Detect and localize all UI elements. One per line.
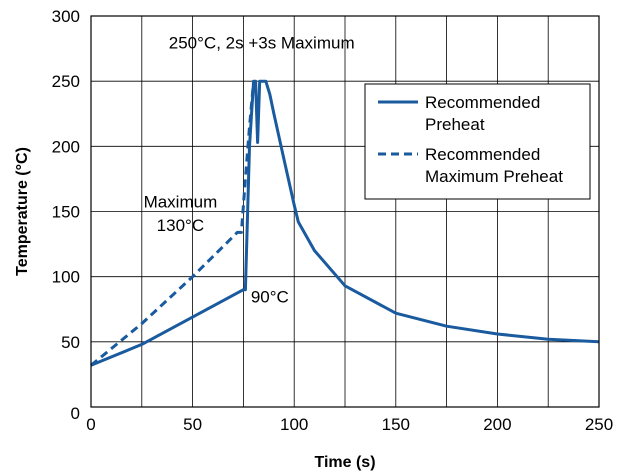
legend-label: Maximum Preheat <box>425 167 563 186</box>
plot-frame <box>90 15 600 408</box>
series-line <box>90 81 256 367</box>
x-tick-label: 50 <box>183 415 202 434</box>
y-tick-label: 150 <box>52 203 80 222</box>
tick-layer: 0 50 100 150 200 250 0 50 100 150 200 250 300 <box>52 7 614 434</box>
y-tick-label: 250 <box>52 72 80 91</box>
annotation-label: 250°C, 2s +3s Maximum <box>169 34 355 53</box>
annotation-label: 130°C <box>157 216 204 235</box>
y-tick-label: 100 <box>52 268 80 287</box>
y-tick-label: 300 <box>52 7 80 26</box>
annotation-label: 90°C <box>251 288 289 307</box>
series-line <box>90 79 600 367</box>
x-tick-label: 200 <box>483 415 511 434</box>
x-axis-title: Time (s) <box>314 454 375 471</box>
x-tick-label: 250 <box>585 415 613 434</box>
x-tick-label: 0 <box>86 415 95 434</box>
legend: Recommended Preheat Recommended Maximum Pre… <box>364 83 591 200</box>
legend-label: Recommended <box>425 93 540 112</box>
x-tick-label: 100 <box>280 415 308 434</box>
y-axis-title: Temperature (°C) <box>14 147 31 276</box>
y-tick-label: 0 <box>71 404 80 423</box>
annotation-layer: 250°C, 2s +3s Maximum Maximum 130°C 90°C <box>144 34 355 307</box>
y-tick-label: 50 <box>61 333 80 352</box>
series-layer <box>90 79 600 367</box>
legend-label: Recommended <box>425 145 540 164</box>
legend-label: Preheat <box>425 115 485 134</box>
y-tick-label: 200 <box>52 137 80 156</box>
annotation-label: Maximum <box>144 193 218 212</box>
x-tick-label: 150 <box>382 415 410 434</box>
